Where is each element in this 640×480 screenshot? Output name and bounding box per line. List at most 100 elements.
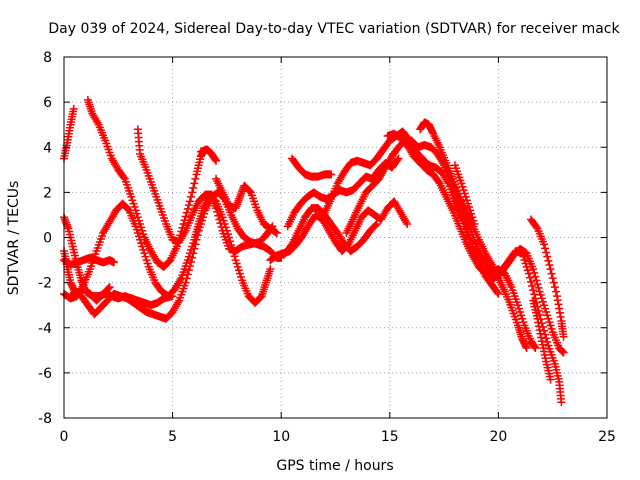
data-point-marker	[531, 272, 540, 281]
data-point-marker	[180, 228, 189, 237]
data-point-marker	[109, 258, 118, 267]
data-point-marker	[168, 292, 177, 301]
data-point-marker	[545, 260, 554, 269]
data-point-marker	[191, 174, 200, 183]
data-point-marker	[522, 344, 531, 353]
data-point-marker	[190, 179, 199, 188]
data-point-marker	[542, 248, 551, 257]
data-point-marker	[174, 298, 183, 307]
axis-ticks: 0 5 10 15 20 25 -8 -6 -4 -2 0 2 4 6 8	[38, 50, 616, 445]
data-point-marker	[191, 240, 200, 249]
y-axis-label: SDTVAR / TECUs	[6, 181, 22, 296]
y-tick-label: -4	[38, 321, 52, 337]
data-point-marker	[266, 265, 275, 274]
data-point-marker	[189, 249, 198, 258]
data-point-marker	[228, 244, 237, 253]
data-point-marker	[226, 237, 235, 246]
x-axis-label: GPS time / hours	[276, 458, 393, 474]
y-tick-label: 2	[43, 185, 52, 201]
x-tick-label: 25	[598, 429, 616, 445]
x-tick-label: 15	[381, 429, 399, 445]
data-point-marker	[461, 219, 470, 228]
chart-title: Day 039 of 2024, Sidereal Day-to-day VTE…	[48, 21, 620, 37]
data-point-marker	[526, 277, 535, 286]
data-point-marker	[188, 253, 197, 262]
data-point-marker	[546, 265, 555, 274]
data-point-marker	[182, 274, 191, 283]
data-point-marker	[550, 283, 559, 292]
data-point-marker	[547, 269, 556, 278]
data-point-marker	[183, 204, 192, 213]
data-point-marker	[184, 266, 193, 275]
data-point-marker	[104, 284, 113, 293]
data-point-marker	[230, 252, 239, 261]
y-tick-label: -8	[38, 411, 52, 427]
data-point-marker	[546, 375, 555, 384]
data-point-marker	[549, 278, 558, 287]
y-tick-label: 6	[43, 95, 52, 111]
data-point-marker	[467, 238, 476, 247]
data-point-marker	[179, 219, 188, 228]
data-point-marker	[559, 332, 568, 341]
x-tick-label: 5	[168, 429, 177, 445]
data-point-marker	[529, 265, 538, 274]
data-point-marker	[227, 241, 236, 250]
data-point-marker	[187, 192, 196, 201]
data-point-marker	[532, 276, 541, 285]
data-point-marker	[540, 240, 549, 249]
y-tick-label: -6	[38, 366, 52, 382]
data-point-marker	[551, 287, 560, 296]
data-point-marker	[532, 222, 541, 231]
data-point-marker	[543, 338, 552, 347]
data-point-marker	[192, 235, 201, 244]
data-point-marker	[371, 221, 380, 230]
data-point-marker	[185, 197, 194, 206]
data-point-marker	[463, 227, 472, 236]
data-point-marker	[184, 201, 193, 210]
data-point-marker	[327, 170, 336, 179]
data-point-marker	[466, 235, 475, 244]
data-point-marker	[531, 344, 540, 353]
data-point-marker	[393, 156, 402, 165]
data-point-marker	[193, 231, 202, 240]
y-tick-label: -2	[38, 276, 52, 292]
data-point-marker	[394, 154, 403, 163]
data-point-marker	[543, 252, 552, 261]
data-point-marker	[225, 233, 234, 242]
data-point-marker	[229, 248, 238, 257]
data-point-marker	[530, 268, 539, 277]
data-point-marker	[493, 288, 502, 297]
data-point-marker	[119, 173, 128, 182]
data-point-marker	[181, 212, 190, 221]
data-point-marker	[105, 283, 114, 292]
data-point-marker	[272, 228, 281, 237]
data-point-marker	[93, 118, 102, 127]
data-point-marker	[525, 273, 534, 282]
data-point-marker	[559, 348, 568, 357]
x-tick-label: 10	[272, 429, 290, 445]
data-point-marker	[530, 290, 539, 299]
data-point-marker	[494, 289, 503, 298]
data-point-marker	[542, 334, 551, 343]
data-point-marker	[402, 218, 411, 227]
data-point-marker	[245, 187, 254, 196]
data-point-marker	[462, 223, 471, 232]
data-point-marker	[212, 156, 221, 165]
data-point-marker	[187, 257, 196, 266]
y-tick-label: 8	[43, 50, 52, 66]
data-point-marker	[529, 286, 538, 295]
data-point-marker	[69, 104, 78, 113]
data-point-marker	[189, 183, 198, 192]
y-tick-label: 4	[43, 140, 52, 156]
data-point-marker	[372, 219, 381, 228]
data-point-marker	[188, 188, 197, 197]
data-point-marker	[176, 275, 185, 284]
data-point-marker	[557, 398, 566, 407]
data-point-marker	[548, 274, 557, 283]
data-point-marker	[185, 262, 194, 271]
data-point-marker	[524, 269, 533, 278]
data-point-marker	[541, 244, 550, 253]
data-point-marker	[534, 283, 543, 292]
